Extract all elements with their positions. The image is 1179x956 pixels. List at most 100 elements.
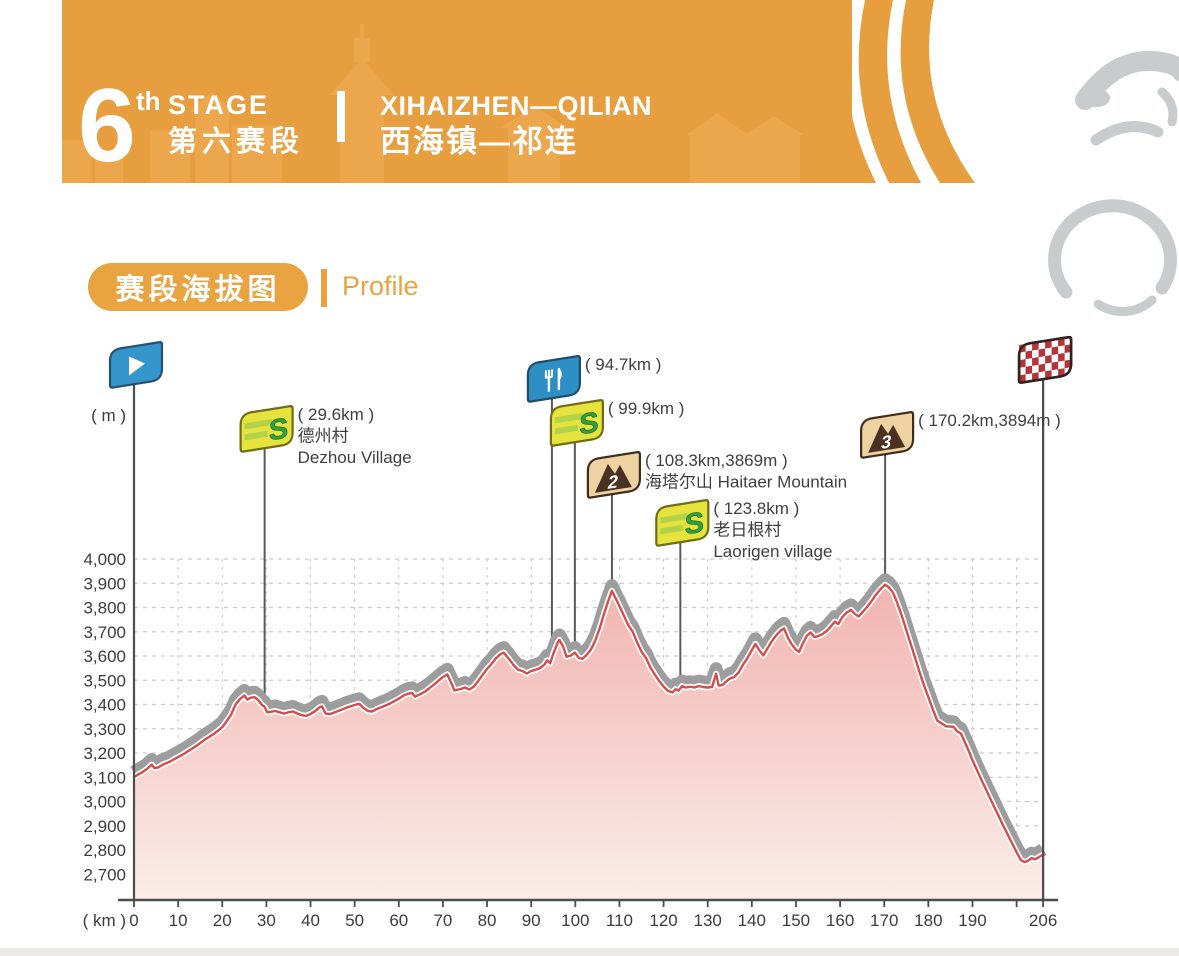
checker-cell [1051,361,1059,371]
marker-label-sprint-1-line2: 德州村 [298,427,349,446]
sprint-stripe [554,424,578,435]
y-tick-label: 3,600 [83,647,126,666]
checker-cell [1032,357,1039,366]
climb-category-number: 3 [881,431,891,452]
stage-word-en: STAGE [168,90,270,120]
y-tick-label: 2,800 [83,841,126,860]
checker-cell [1038,363,1046,373]
checker-cell [1064,359,1072,369]
sprint-stripe [244,419,272,430]
marker-label-sprint-3-line2: 老日根村 [713,521,781,540]
sprint-letter: S [579,407,598,442]
checker-cell [1025,350,1033,360]
checker-cell [1025,365,1033,375]
x-tick-label: 100 [561,911,589,930]
x-tick-label: 20 [213,911,232,930]
marker-label-climb-cat2-line1: ( 108.3km,3869m ) [645,451,788,470]
y-tick-label: 3,900 [83,574,126,593]
mountain-icon [868,423,906,453]
play-flag-icon [108,341,164,389]
y-tick-label: 3,400 [83,696,126,715]
marker-label-sprint-3-line1: ( 123.8km ) [713,499,799,518]
fork-knife-flag-icon [526,355,582,403]
terrain-casing-line [132,581,1045,866]
checker-cell [1019,359,1026,368]
sprint-stripe [660,524,684,535]
sprint-flag-icon: S [655,499,710,547]
marker-label-sprint-3-line3: Laorigen village [713,542,832,561]
y-tick-label: 3,500 [83,671,126,690]
stage-ordinal-suffix: th [136,86,161,116]
y-tick-label: 3,800 [83,599,126,618]
y-tick-label: 3,300 [83,720,126,739]
terrain-red-line [133,583,1044,864]
section-title-pill: 赛段海拔图 [88,263,308,311]
sprint-stripe [244,430,268,441]
swoosh-stripes [843,0,975,183]
terrain-shadow-line [130,573,1047,864]
cyclist-wheel-inner-arc [1093,295,1157,317]
x-tick-label: 180 [914,911,942,930]
sprint-stripe [554,413,582,424]
x-tick-label: 150 [782,911,810,930]
checker-cell [1051,346,1059,356]
x-tick-label: 50 [345,911,364,930]
terrain-area [134,584,1044,899]
marker-label-feed-zone-line1: ( 94.7km ) [585,355,662,374]
page-bottom-strip [0,948,1179,956]
sprint-flag-icon: S [239,405,294,453]
terrain-profile [130,573,1047,899]
fork-knife-icon [544,367,562,392]
x-tick-label: 120 [649,911,677,930]
x-tick-label: 0 [129,911,138,930]
grid-lines [134,558,1044,899]
section-title-cn: 赛段海拔图 [115,274,281,306]
x-tick-label: 80 [478,911,497,930]
swoosh-band [858,0,921,183]
marker-labels: ( 29.6km ) 德州村 Dezhou Village ( 94.7km ) ( 9… [298,355,1061,561]
cyclist-back-stroke [1075,51,1179,110]
y-tick-label: 3,000 [83,793,126,812]
x-tick-label: 140 [738,911,766,930]
x-tick-label: 206 [1029,911,1057,930]
sprint-letter: S [685,507,704,542]
x-tick-label: 70 [433,911,452,930]
checker-cell [1032,372,1039,381]
tick-labels: 4,000 3,900 3,800 3,700 3,600 3,500 3,400 3,300… [83,550,1057,930]
route-name-cn: 西海镇—祁连 [380,124,578,159]
checker-cell [1064,344,1072,353]
checkered-flag-icon [1017,335,1073,384]
route-markers: S S 2 S 3 [108,335,1073,547]
stage-name-cn: 第六赛段 [168,126,305,158]
cyclist-body-stroke [1157,87,1178,127]
x-tick-label: 170 [870,911,898,930]
y-tick-label: 3,100 [83,768,126,787]
checker-cell [1058,368,1065,377]
checker-cell [1019,343,1026,353]
y-axis-unit-label: ( m ) [91,406,126,425]
marker-label-sprint-1-line3: Dezhou Village [298,448,412,467]
checker-cell [1019,374,1026,383]
section-title-en: Profile [342,271,419,301]
x-tick-label: 160 [826,911,854,930]
cyclist-wheel-arc [1048,199,1178,299]
checker-cell [1045,339,1052,349]
x-tick-label: 40 [301,911,320,930]
x-tick-label: 30 [257,911,276,930]
x-tick-label: 90 [522,911,541,930]
cyclist-head [1084,89,1110,107]
x-tick-label: 110 [606,911,633,930]
play-icon [129,356,145,376]
sprint-flag-icon: S [549,399,605,447]
cyclist-brush-icon [1048,51,1179,317]
stage-number: 6 [78,68,136,184]
x-axis-unit-label: ( km ) [83,911,126,930]
x-tick-label: 190 [958,911,986,930]
marker-label-climb-cat2-line2: 海塔尔山 Haitaer Mountain [645,473,847,492]
checker-cell [1038,348,1046,358]
swoosh-band [900,0,975,183]
mountain-flag-icon: 3 [859,411,915,459]
y-tick-label: 3,700 [83,623,126,642]
sprint-stripe [660,513,688,524]
